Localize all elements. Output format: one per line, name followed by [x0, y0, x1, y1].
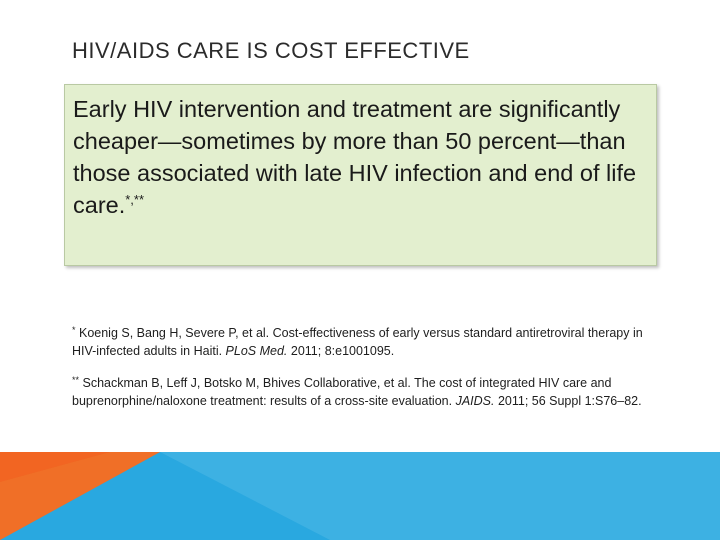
reference-details: 2011; 8:e1001095.	[287, 344, 395, 358]
footer-orange-shade	[0, 452, 160, 540]
references: * Koenig S, Bang H, Severe P, et al. Cos…	[72, 324, 662, 424]
callout-citation-marker: *,**	[125, 192, 145, 207]
footer-light-blue-wedge	[160, 452, 720, 540]
decorative-footer-band	[0, 452, 720, 540]
callout-text: Early HIV intervention and treatment are…	[73, 93, 650, 221]
callout-box: Early HIV intervention and treatment are…	[64, 84, 657, 266]
reference-marker: **	[72, 375, 80, 385]
reference-details: 2011; 56 Suppl 1:S76–82.	[494, 394, 642, 408]
callout-body: Early HIV intervention and treatment are…	[73, 96, 637, 218]
reference-text: Schackman B, Leff J, Botsko M, Bhives Co…	[72, 376, 612, 408]
reference-text: Koenig S, Bang H, Severe P, et al. Cost-…	[72, 326, 643, 358]
reference-item: * Koenig S, Bang H, Severe P, et al. Cos…	[72, 324, 662, 360]
reference-item: ** Schackman B, Leff J, Botsko M, Bhives…	[72, 374, 662, 410]
reference-journal: JAIDS.	[455, 394, 495, 408]
reference-journal: PLoS Med.	[225, 344, 288, 358]
slide-title: HIV/AIDS CARE IS COST EFFECTIVE	[72, 38, 470, 63]
reference-marker: *	[72, 325, 76, 335]
